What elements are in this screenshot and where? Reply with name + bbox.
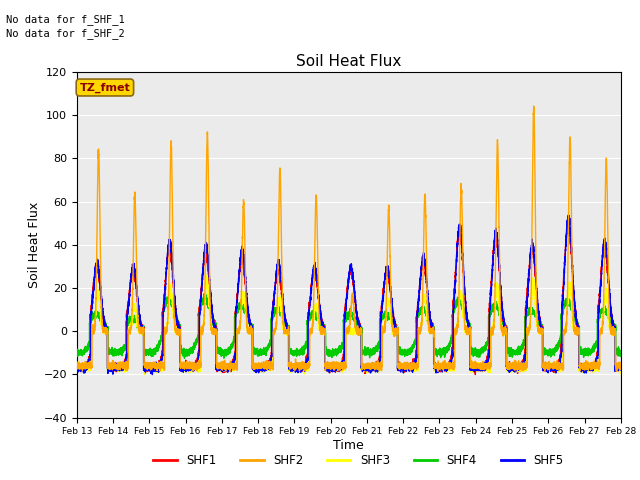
- SHF1: [617, 367, 625, 373]
- SHF4: [331, 351, 339, 357]
- SHF3: [594, 364, 602, 370]
- SHF1: [470, 365, 478, 371]
- SHF2: [612, 369, 620, 374]
- SHF5: [564, 212, 572, 218]
- SHF3: [331, 366, 339, 372]
- SHF5: [470, 365, 478, 371]
- SHF5: [588, 361, 595, 367]
- SHF1: [564, 219, 572, 225]
- X-axis label: Time: Time: [333, 439, 364, 452]
- Text: TZ_fmet: TZ_fmet: [79, 83, 131, 93]
- SHF2: [594, 365, 602, 371]
- SHF1: [588, 368, 595, 373]
- SHF4: [617, 349, 625, 355]
- Legend: SHF1, SHF2, SHF3, SHF4, SHF5: SHF1, SHF2, SHF3, SHF4, SHF5: [148, 449, 568, 472]
- SHF5: [73, 365, 81, 371]
- SHF1: [258, 366, 266, 372]
- Line: SHF4: SHF4: [77, 294, 621, 358]
- Text: No data for f_SHF_1
No data for f_SHF_2: No data for f_SHF_1 No data for f_SHF_2: [6, 14, 125, 38]
- SHF1: [486, 299, 493, 304]
- SHF2: [486, 363, 493, 369]
- SHF5: [148, 372, 156, 377]
- SHF2: [617, 365, 625, 371]
- SHF2: [530, 103, 538, 109]
- SHF4: [471, 346, 479, 351]
- SHF3: [141, 372, 148, 377]
- SHF3: [617, 364, 625, 370]
- SHF1: [594, 303, 602, 309]
- SHF3: [258, 366, 266, 372]
- SHF3: [486, 366, 493, 372]
- SHF2: [470, 362, 478, 368]
- Line: SHF5: SHF5: [77, 215, 621, 374]
- SHF1: [472, 372, 479, 377]
- Line: SHF1: SHF1: [77, 222, 621, 374]
- SHF2: [258, 362, 266, 368]
- SHF3: [204, 272, 211, 278]
- SHF2: [588, 363, 595, 369]
- SHF5: [330, 363, 338, 369]
- SHF3: [588, 367, 595, 373]
- SHF4: [180, 355, 188, 361]
- SHF4: [486, 310, 493, 316]
- SHF1: [330, 367, 338, 372]
- Line: SHF2: SHF2: [77, 106, 621, 372]
- SHF4: [258, 348, 266, 354]
- SHF4: [200, 291, 208, 297]
- SHF5: [617, 365, 625, 371]
- Title: Soil Heat Flux: Soil Heat Flux: [296, 54, 401, 70]
- SHF5: [258, 365, 266, 371]
- SHF1: [73, 365, 81, 371]
- SHF2: [73, 362, 81, 368]
- Line: SHF3: SHF3: [77, 275, 621, 374]
- SHF5: [594, 350, 602, 356]
- SHF4: [588, 349, 595, 355]
- SHF4: [594, 315, 602, 321]
- SHF3: [73, 364, 81, 370]
- SHF4: [73, 352, 81, 358]
- SHF3: [471, 365, 479, 371]
- Y-axis label: Soil Heat Flux: Soil Heat Flux: [28, 202, 41, 288]
- SHF2: [330, 363, 338, 369]
- SHF5: [486, 306, 493, 312]
